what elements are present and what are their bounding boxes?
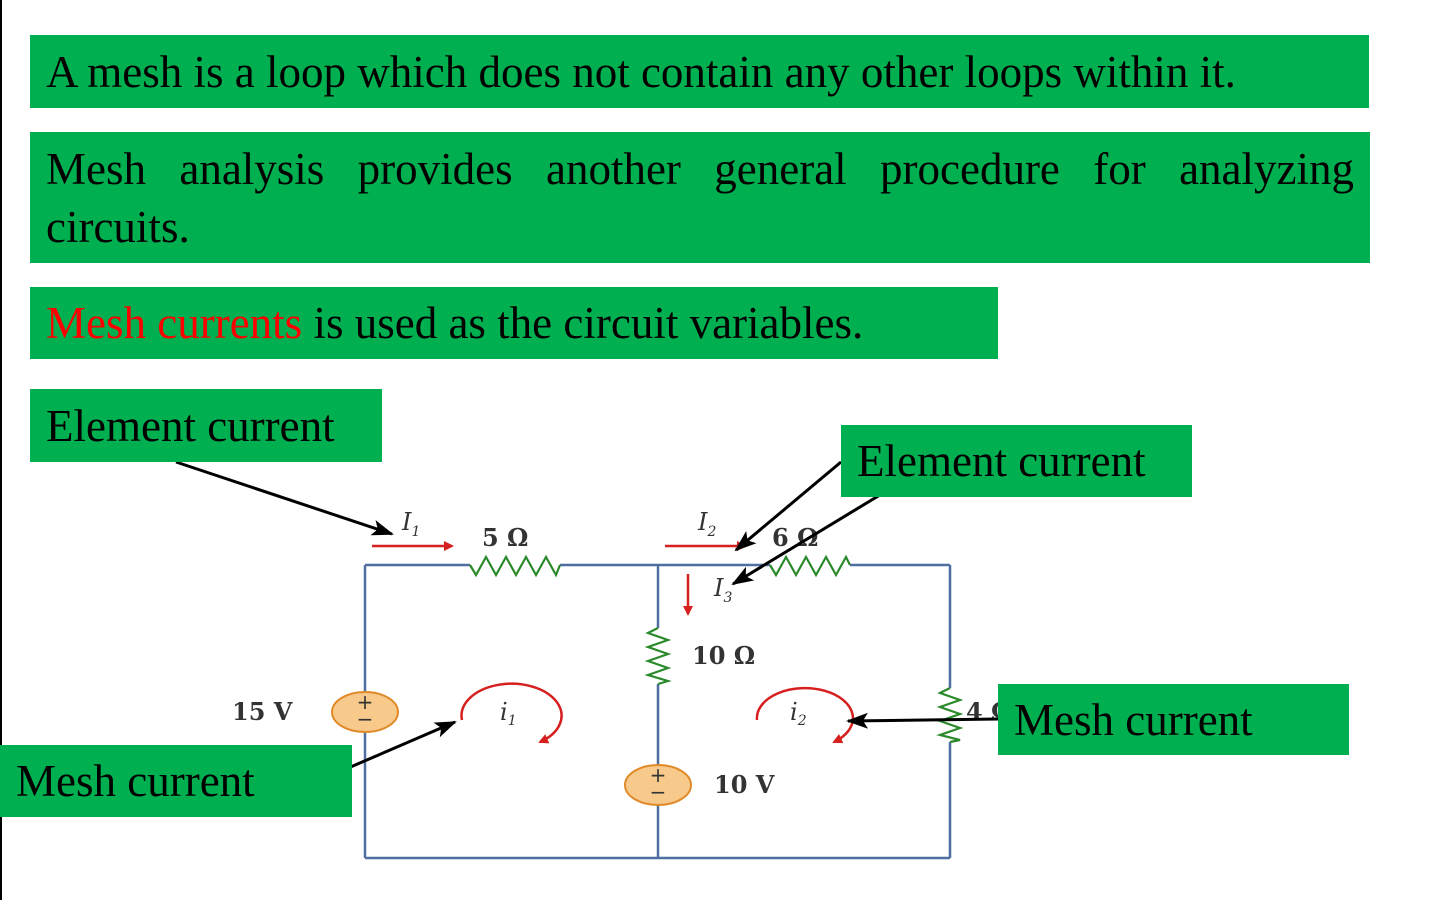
pointer-element-current-I1 bbox=[175, 460, 394, 536]
mesh-current-i1-label: i1 bbox=[500, 698, 517, 729]
current-I2-label: I2 bbox=[697, 508, 716, 540]
resistor-4-ohm bbox=[936, 687, 964, 744]
resistor-10-ohm bbox=[644, 627, 672, 686]
pointer-element-current-I3 bbox=[731, 485, 894, 586]
resistor-5-ohm bbox=[469, 554, 562, 578]
callout-mesh-current-right-text: Mesh current bbox=[1014, 695, 1253, 745]
mesh-current-i2-label: i2 bbox=[790, 698, 807, 729]
current-I1-label: I1 bbox=[401, 508, 420, 540]
left-border-line bbox=[0, 0, 2, 900]
mesh-currents-statement: Mesh currents is used as the circuit var… bbox=[46, 294, 982, 352]
callout-element-current-right-text: Element current bbox=[857, 436, 1146, 486]
callout-element-current-right: Element current bbox=[841, 425, 1192, 497]
pointer-mesh-current-i2 bbox=[846, 712, 999, 729]
mesh-definition-box: A mesh is a loop which does not contain … bbox=[30, 35, 1369, 108]
mesh-analysis-text: Mesh analysis provides another general p… bbox=[46, 144, 1354, 252]
source-10v-label: 10 V bbox=[714, 770, 775, 799]
resistor-6-ohm bbox=[769, 554, 851, 578]
circuit-wires bbox=[363, 563, 952, 860]
source-10v-plus: + bbox=[650, 763, 667, 787]
mesh-current-i1-arc bbox=[460, 682, 563, 744]
resistor-5-ohm-label: 5 Ω bbox=[482, 523, 528, 552]
mesh-currents-rest: is used as the circuit variables. bbox=[302, 298, 864, 348]
pointer-element-current-I2 bbox=[734, 460, 842, 552]
voltage-source-10v: + − bbox=[624, 763, 692, 806]
source-10v-minus: − bbox=[650, 780, 667, 804]
callout-mesh-current-right: Mesh current bbox=[998, 684, 1349, 755]
mesh-analysis-box: Mesh analysis provides another general p… bbox=[30, 132, 1370, 263]
callout-element-current-left-text: Element current bbox=[46, 401, 335, 451]
source-15v-minus: − bbox=[357, 707, 374, 731]
source-15v-plus: + bbox=[357, 690, 374, 714]
voltage-source-15v: + − bbox=[331, 690, 399, 733]
callout-element-current-left: Element current bbox=[30, 389, 382, 462]
callout-mesh-current-left: Mesh current bbox=[0, 745, 352, 817]
mesh-currents-highlight: Mesh currents bbox=[46, 298, 303, 348]
current-I3-label: I3 bbox=[713, 574, 732, 606]
resistor-10-ohm-label: 10 Ω bbox=[692, 641, 755, 670]
mesh-currents-box: Mesh currents is used as the circuit var… bbox=[30, 287, 998, 359]
source-15v-label: 15 V bbox=[232, 697, 293, 726]
mesh-definition-text: A mesh is a loop which does not contain … bbox=[46, 47, 1236, 97]
callout-mesh-current-left-text: Mesh current bbox=[16, 756, 255, 806]
